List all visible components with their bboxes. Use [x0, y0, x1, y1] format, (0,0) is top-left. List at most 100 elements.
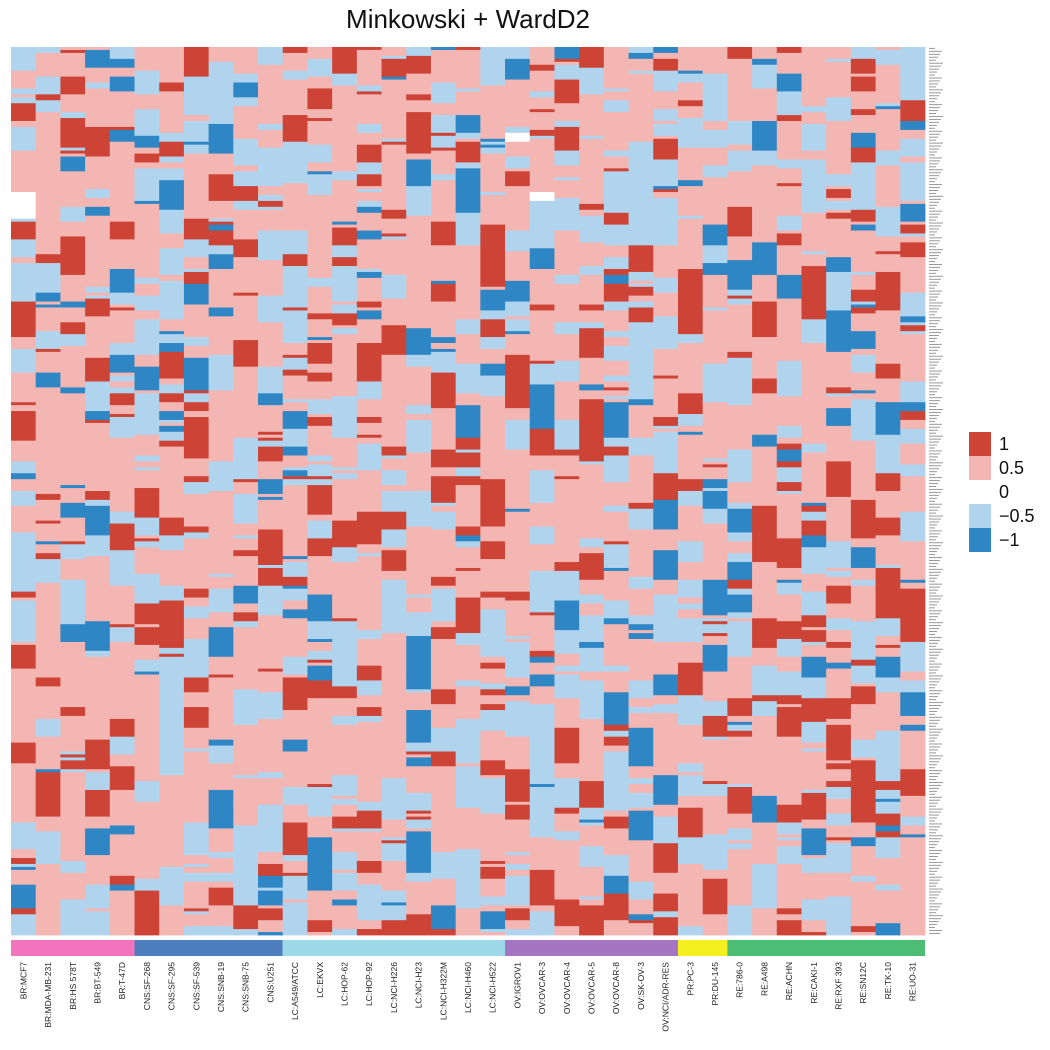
heatmap-cell — [505, 171, 531, 187]
heatmap-cell — [406, 819, 432, 826]
heatmap-cell — [776, 482, 802, 492]
row-label-mark — [929, 127, 935, 129]
heatmap-cell — [381, 354, 407, 391]
legend-swatch — [969, 432, 991, 456]
heatmap-cell — [900, 517, 926, 542]
row-label-mark — [929, 110, 938, 112]
heatmap-cell — [505, 606, 531, 613]
row-label-mark — [929, 755, 943, 757]
heatmap-cell — [233, 340, 259, 368]
heatmap-cell — [628, 644, 654, 655]
heatmap-cell — [826, 408, 852, 427]
heatmap-cell — [579, 274, 605, 305]
heatmap-cell — [752, 446, 778, 480]
heatmap-cell — [677, 724, 704, 755]
heatmap-cell — [455, 567, 481, 572]
heatmap-cell — [134, 671, 160, 675]
heatmap-cell — [801, 656, 827, 678]
heatmap-cell — [850, 621, 876, 661]
heatmap-cell — [307, 144, 333, 163]
heatmap-cell — [480, 695, 506, 705]
heatmap-cell — [801, 369, 827, 391]
heatmap-cell — [752, 562, 778, 607]
heatmap-cell — [554, 562, 580, 572]
row-label-mark — [929, 663, 942, 665]
heatmap-cell — [505, 280, 531, 302]
heatmap-cell — [60, 597, 86, 625]
heatmap-cell — [727, 357, 753, 397]
heatmap-cell — [233, 165, 259, 172]
heatmap-cell — [258, 565, 284, 569]
heatmap-cell — [134, 733, 160, 755]
heatmap-cell — [183, 804, 210, 809]
heatmap-cell — [875, 650, 901, 658]
heatmap-cell — [233, 206, 259, 211]
heatmap-cell — [282, 340, 308, 344]
row-label-mark — [929, 844, 937, 846]
row-label-mark — [929, 749, 938, 751]
heatmap-cell — [183, 47, 210, 77]
heatmap-cell — [356, 123, 382, 134]
heatmap-cell — [406, 597, 432, 613]
heatmap-cell — [603, 692, 629, 699]
heatmap-cell — [85, 292, 111, 297]
heatmap-cell — [554, 769, 580, 773]
heatmap-cell — [134, 366, 160, 391]
heatmap-cell — [628, 245, 654, 273]
row-label-mark — [929, 740, 935, 742]
heatmap-cell — [850, 491, 876, 501]
heatmap-cell — [579, 322, 605, 329]
heatmap-cell — [307, 245, 333, 261]
heatmap-cell — [554, 177, 580, 181]
heatmap-cell — [282, 357, 308, 371]
heatmap-cell — [60, 301, 86, 308]
heatmap-cell — [554, 449, 580, 456]
heatmap-cell — [505, 230, 531, 234]
heatmap-cell — [850, 875, 876, 883]
heatmap-cell — [653, 52, 679, 60]
heatmap-cell — [505, 254, 531, 282]
heatmap-cell — [183, 115, 210, 122]
heatmap-cell — [826, 576, 852, 587]
heatmap-cell — [801, 328, 827, 344]
row-label-mark — [929, 731, 941, 733]
column-label: OV:NCI/ADR-RES — [661, 962, 671, 1032]
heatmap-cell — [332, 203, 358, 223]
row-label-mark — [929, 258, 937, 260]
heatmap-cell — [776, 502, 802, 539]
heatmap-cell — [653, 138, 679, 160]
row-label-mark — [929, 86, 936, 88]
heatmap-cell — [628, 126, 654, 143]
heatmap-cell — [307, 837, 333, 859]
heatmap-cell — [282, 804, 308, 823]
heatmap-cell — [900, 257, 926, 264]
heatmap-cell — [752, 64, 778, 89]
heatmap-cell — [332, 328, 358, 335]
heatmap-cell — [875, 923, 901, 936]
heatmap-cell — [455, 541, 481, 548]
heatmap-cell — [702, 624, 728, 634]
heatmap-cell — [628, 576, 654, 590]
heatmap-cell — [900, 242, 926, 258]
heatmap-cell — [11, 411, 37, 442]
heatmap-cell — [900, 162, 926, 193]
heatmap-cell — [850, 61, 876, 69]
heatmap-cell — [381, 861, 407, 865]
heatmap-cell — [60, 58, 86, 77]
heatmap-cell — [579, 579, 605, 595]
row-label-mark — [929, 787, 939, 789]
heatmap-cell — [529, 689, 555, 705]
heatmap-cell — [233, 621, 259, 625]
heatmap-cell — [850, 209, 876, 223]
row-label-mark — [929, 539, 936, 541]
heatmap-cell — [159, 653, 185, 658]
heatmap-cell — [183, 825, 210, 856]
heatmap-cell — [60, 393, 86, 412]
heatmap-cell — [159, 378, 185, 385]
heatmap-cell — [603, 274, 629, 285]
heatmap-cell — [801, 713, 827, 723]
heatmap-cell — [332, 73, 358, 86]
heatmap-cell — [332, 180, 358, 205]
row-label-mark — [929, 151, 937, 153]
heatmap-cell — [529, 109, 555, 113]
